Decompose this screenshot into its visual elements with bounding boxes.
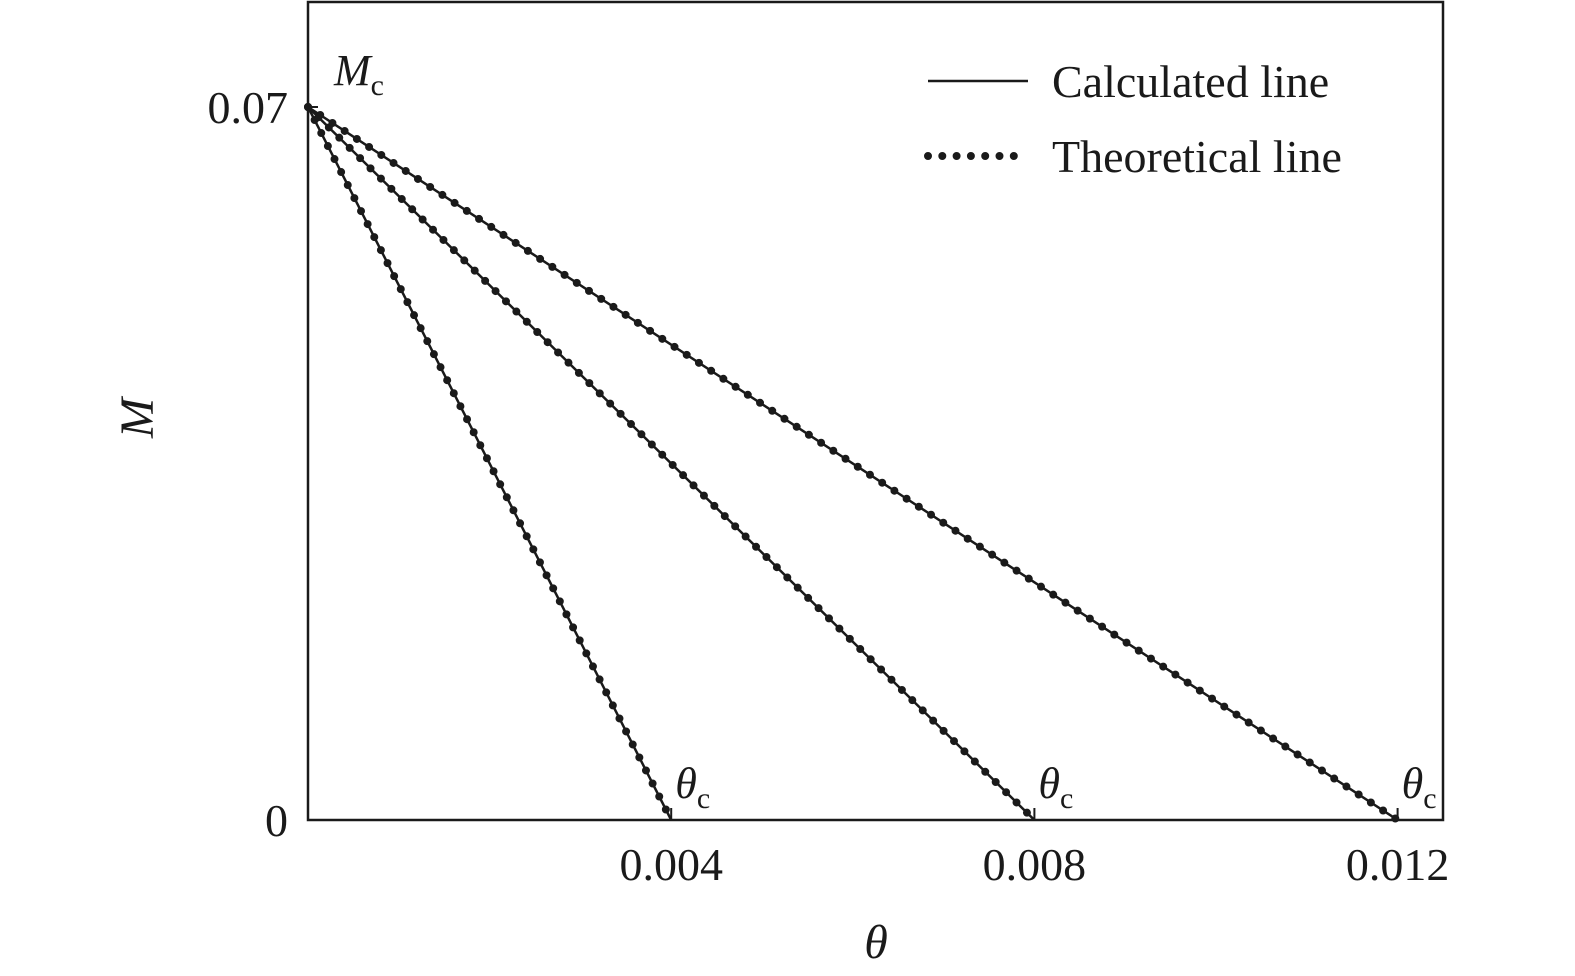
plot-frame [306,0,1445,822]
theta-c-annotation-2: θc [1038,759,1073,815]
theta-c-annotation-1: θc [675,759,710,815]
theoretical-line-1 [304,103,1039,824]
legend: Calculated line Theoretical line [924,56,1342,182]
legend-label-calculated: Calculated line [1052,56,1329,107]
theoretical-line-0 [304,103,676,824]
y-tick-label-0: 0 [265,795,288,846]
x-tick-label-1: 0.008 [983,839,1087,890]
series-layer [304,103,1402,824]
annotation-layer: Mc θc θc θc [333,46,1437,815]
y-tick-label-1: 0.07 [208,82,289,133]
mc-annotation: Mc [333,46,384,102]
x-axis-title: θ [864,916,888,969]
x-tick-label-0: 0.004 [619,839,723,890]
x-tick-label-2: 0.012 [1346,839,1450,890]
y-axis-title: M [111,395,164,439]
legend-label-theoretical: Theoretical line [1052,131,1342,182]
ticks-layer: 0.004 0.008 0.012 0 0.07 [208,82,1450,890]
theta-c-annotation-3: θc [1402,759,1437,815]
theoretical-line-2 [304,103,1402,824]
